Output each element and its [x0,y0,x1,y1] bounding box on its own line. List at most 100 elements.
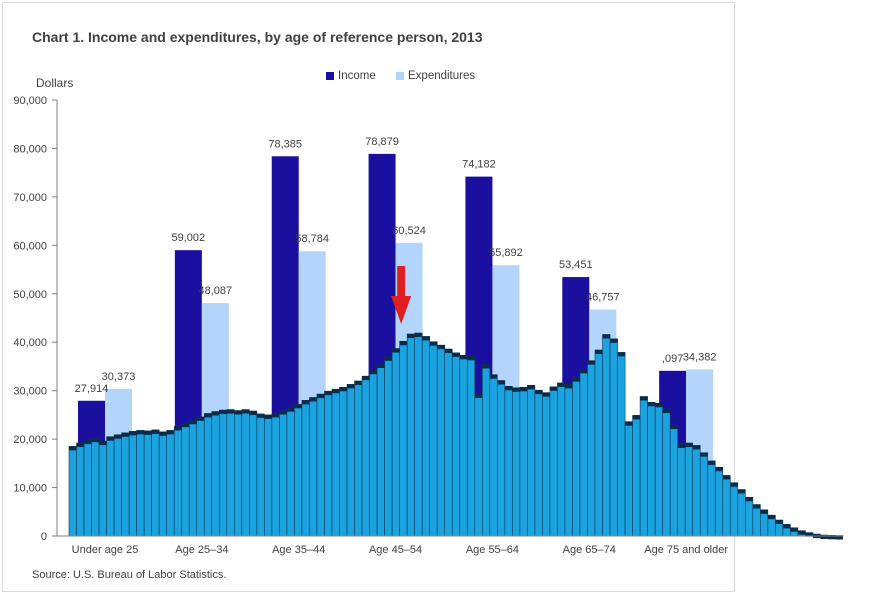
age-population-bar-cap [655,403,663,408]
age-population-bar [256,413,265,537]
x-tick-label: Age 35–44 [272,544,325,556]
age-population-bar-cap [632,415,641,420]
age-population-bar-cap [782,524,791,529]
age-population-bar-cap [264,414,272,419]
age-population-bar-cap [737,489,746,494]
age-population-bar [677,443,686,537]
age-population-bar [699,452,709,537]
age-population-bar-cap [775,520,783,525]
age-population-bar [579,369,588,537]
legend-expenditures-swatch [396,72,404,80]
age-population-bar-cap [84,440,92,445]
age-population-bar-cap [316,394,325,399]
age-population-bar [512,387,521,537]
age-population-bar-cap [362,376,370,381]
age-population-bar [624,421,633,537]
age-population-bar-cap [670,425,678,430]
age-population-bar-cap [617,352,626,357]
expenditures-data-label: 60,524 [392,225,426,237]
age-population-bar-cap [219,410,227,415]
age-population-bar-cap [489,374,498,379]
age-population-bar [436,344,446,537]
annotation-arrow-shaft [397,265,406,298]
y-tick-label: 40,000 [13,337,47,349]
age-population-bar [444,348,453,537]
y-tick-label: 70,000 [13,192,47,204]
age-population-bar-cap [482,364,490,369]
age-population-bar [557,382,566,537]
age-population-bar [466,355,476,537]
age-population-bar-cap [422,336,430,341]
age-population-bar-cap [279,410,287,415]
expenditures-data-label: 48,087 [199,285,233,297]
age-population-bar-cap [827,535,836,540]
age-population-bar-cap [204,413,212,418]
y-axis-label: Dollars [36,76,74,90]
age-population-bar [264,414,273,537]
age-population-bar [354,380,363,537]
age-population-bar [361,375,370,537]
age-population-bar [602,334,611,537]
age-population-bar-cap [76,442,85,447]
expenditures-data-label: 46,757 [586,291,620,303]
age-population-bar-cap [377,364,385,369]
age-population-bar-cap [662,409,671,414]
age-population-bar-cap [564,384,573,389]
legend-expenditures: Expenditures [396,70,475,82]
age-population-bar [714,466,724,537]
age-population-bar-cap [211,411,220,416]
age-population-bar-cap [444,349,453,354]
age-population-bar [324,390,333,537]
age-population-bar-cap [69,446,77,451]
age-population-bar-cap [136,430,145,435]
age-population-bar [474,393,483,537]
age-population-bar-cap [414,333,423,338]
income-data-label: ,097 [662,353,683,365]
age-population-bar [534,389,543,537]
age-population-bar-cap [196,416,205,421]
age-population-bar [662,408,671,537]
income-data-label: 27,914 [75,383,109,395]
age-population-bar [669,424,678,537]
age-population-bar-cap [256,413,265,418]
age-population-bar [98,440,107,537]
y-tick-label: 90,000 [13,95,47,107]
age-population-bar [136,430,145,537]
age-population-bar-cap [241,409,250,414]
age-population-bar-cap [437,345,445,350]
age-population-bar [639,396,648,537]
age-population-bar-cap [174,426,182,431]
age-population-bar-cap [286,407,295,412]
age-population-bar [143,430,152,537]
y-tick-label: 20,000 [13,434,47,446]
age-population-bar-cap [474,394,483,399]
age-population-bar-cap [114,434,122,439]
age-population-bar [519,386,528,537]
age-population-bar-cap [301,400,310,405]
age-population-bar-cap [610,338,618,343]
age-population-bar [234,410,243,537]
income-data-label: 59,002 [172,232,206,244]
age-population-bar-cap [835,535,843,540]
age-population-bar [684,442,694,537]
age-population-bar-cap [159,431,167,436]
income-data-label: 78,879 [365,136,399,148]
age-population-bar-cap [797,530,806,535]
age-population-bar-cap [369,370,378,375]
age-population-bar-cap [625,421,633,426]
age-population-bar-cap [339,387,348,392]
age-population-bar-cap [324,391,333,396]
age-population-bar-cap [249,411,257,416]
age-population-bar-cap [497,380,505,385]
age-population-bar [459,355,468,537]
age-population-bar-cap [549,386,558,391]
age-population-bar-cap [579,369,588,374]
y-tick-label: 80,000 [13,143,47,155]
age-population-bar [376,363,385,537]
age-population-bar-cap [144,430,152,435]
age-population-bar [707,460,716,537]
age-population-bar-cap [767,515,776,520]
age-population-bar [729,482,739,537]
age-population-bar [226,409,235,537]
